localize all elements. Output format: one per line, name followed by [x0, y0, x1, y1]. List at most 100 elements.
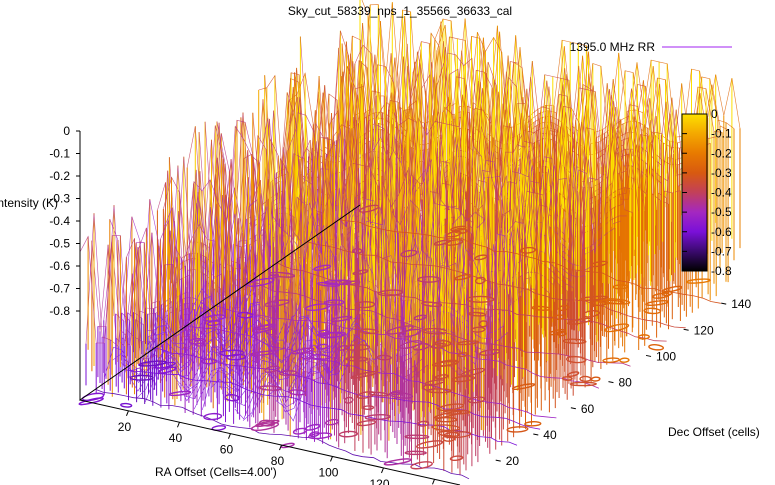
colorbar-ticks: 0 -0.1 -0.2 -0.3 -0.4 -0.5 -0.6 -0.7 -0.8	[682, 107, 732, 278]
contour-blob	[386, 325, 414, 335]
surface-row	[109, 199, 491, 361]
surface-low-mesh	[193, 304, 301, 410]
x-tick	[330, 456, 333, 462]
contour-blob	[651, 292, 671, 299]
surface-low-mesh	[234, 322, 342, 420]
contour-line	[338, 219, 721, 304]
x-tick	[176, 422, 180, 428]
contour-blob	[364, 414, 392, 421]
contour-blob	[565, 355, 587, 364]
contour-blob	[590, 260, 608, 268]
surface-low-mesh	[153, 302, 260, 390]
surface-low-mesh	[218, 316, 326, 404]
contour-blob	[313, 264, 332, 271]
surface-row	[282, 65, 663, 205]
contour-blob	[412, 342, 430, 351]
z-tick-label: 0	[63, 124, 70, 138]
contour-blob	[193, 339, 205, 347]
contour-blob	[563, 338, 587, 345]
contour-blob	[226, 353, 247, 361]
contour-blob	[377, 289, 404, 297]
contour-blob	[431, 424, 461, 432]
contour-blob	[317, 281, 340, 287]
colorbar-tick-label: -0.5	[711, 205, 732, 219]
contour-blob	[354, 301, 376, 309]
base-contours	[78, 204, 721, 480]
contour-blob	[415, 440, 444, 449]
contour-blob	[645, 300, 669, 306]
contour-blob	[399, 340, 423, 350]
contour-blob	[434, 374, 449, 380]
contour-blob	[264, 299, 290, 308]
contour-blob	[383, 458, 412, 466]
contour-blob	[307, 432, 333, 440]
contour-blob	[467, 396, 486, 404]
contour-blob	[211, 425, 227, 431]
contour-blob	[288, 389, 307, 396]
z-tick-label: -0.1	[49, 147, 70, 161]
contour-blob	[352, 269, 369, 276]
surface-row	[79, 232, 461, 384]
contour-blob	[457, 352, 469, 358]
contour-blob	[598, 299, 624, 305]
contour-blob	[249, 350, 278, 356]
contour-blob	[368, 391, 390, 397]
contour-blob	[556, 330, 567, 337]
surface-low-mesh	[185, 315, 293, 400]
z-tick-label: -0.3	[49, 192, 70, 206]
z-tick-label: -0.6	[49, 259, 70, 273]
z-tick-label: -0.4	[49, 214, 70, 228]
x-tick-label: 80	[271, 454, 285, 468]
surface-low-mesh	[210, 316, 318, 393]
contour-blob	[268, 271, 296, 278]
contour-blob	[188, 337, 206, 345]
y-tick-label: 40	[543, 428, 557, 442]
x-tick	[381, 467, 384, 474]
contour-blob	[138, 360, 168, 367]
surface-low-mesh	[275, 339, 383, 422]
contour-blob	[579, 295, 608, 301]
contour-blob	[316, 331, 344, 338]
contour-blob	[434, 340, 452, 347]
contour-blob	[404, 434, 430, 440]
contour-blob	[330, 315, 353, 322]
contour-blob	[304, 423, 321, 431]
contour-line	[250, 281, 631, 367]
z-tick-label: -0.8	[49, 304, 70, 318]
contour-blob	[661, 285, 683, 293]
contour-blob	[400, 249, 418, 258]
contour-blob	[511, 383, 536, 391]
contour-blob	[376, 354, 392, 361]
contour-blob	[356, 391, 376, 399]
x-axis-label: RA Offset (Cells=4.00')	[155, 465, 277, 479]
y-tick	[495, 459, 501, 462]
contour-blob	[637, 334, 650, 340]
z-tick-label: -0.5	[49, 237, 70, 251]
contour-blob	[612, 284, 629, 290]
contour-blob	[558, 304, 570, 312]
surface-row	[312, 51, 693, 182]
contour-blob	[168, 390, 192, 397]
contour-blob	[300, 352, 315, 360]
contour-blob	[569, 381, 597, 387]
y-tick	[608, 381, 614, 384]
contour-blob	[456, 340, 480, 346]
y-tick	[645, 354, 652, 357]
contour-blob	[446, 230, 462, 238]
contour-blob	[362, 405, 375, 410]
contour-blob	[315, 343, 329, 350]
contour-blob	[203, 412, 223, 421]
contour-blob	[345, 356, 369, 362]
contour-blob	[350, 370, 379, 379]
contour-blob	[404, 450, 427, 456]
contour-blob	[310, 354, 331, 360]
y-tick-label: 120	[694, 323, 714, 337]
contour-blob	[255, 419, 280, 428]
contour-blob	[524, 421, 542, 427]
contour-blob	[157, 366, 177, 374]
contour-blob	[246, 277, 275, 287]
contour-blob	[435, 416, 458, 423]
x-tick-label: 40	[169, 431, 183, 445]
surface-row	[97, 205, 479, 372]
